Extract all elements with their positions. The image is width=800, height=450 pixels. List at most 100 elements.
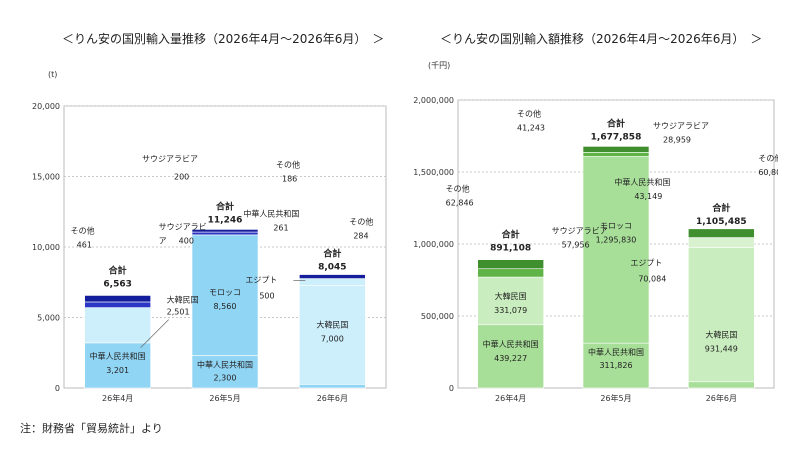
total-label: 合計 <box>502 229 520 241</box>
bar-segment <box>191 229 259 233</box>
series-label: 中華人民共和国 <box>243 209 299 219</box>
source-note: 注：財務省「貿易統計」より <box>20 422 163 435</box>
series-label: 中華人民共和国 <box>90 351 146 361</box>
y-tick-label: 10,000 <box>32 243 60 252</box>
y-tick-label: 500,000 <box>421 312 454 321</box>
total-value: 6,563 <box>103 279 131 289</box>
y-tick-label: 20,000 <box>32 102 60 111</box>
series-label: ア <box>159 236 167 245</box>
data-label: 284 <box>353 232 368 241</box>
data-label: 931,449 <box>705 345 738 354</box>
data-label: 7,000 <box>321 335 344 344</box>
bar-segment <box>84 301 151 308</box>
series-label: サウジアラビ <box>159 222 207 231</box>
bar-segment <box>477 324 544 389</box>
series-label: その他 <box>349 217 373 227</box>
total-value: 11,246 <box>208 215 243 225</box>
y-tick-label: 0 <box>55 384 60 393</box>
data-label: 1,295,830 <box>596 235 637 244</box>
left-unit-label: (t) <box>48 70 58 79</box>
data-label: 3,201 <box>106 366 129 375</box>
series-label: 大韓民国 <box>167 295 199 305</box>
data-label: 400 <box>179 236 194 245</box>
series-label: エジプト <box>245 276 277 285</box>
bar-segment <box>84 295 151 303</box>
right-chart: 0 500,000 1,000,000 1,500,000 2,000,000 26年4月… <box>408 82 778 412</box>
series-label: 中華人民共和国 <box>197 360 253 370</box>
bar-segment <box>299 384 366 389</box>
right-unit-label: (千円) <box>428 61 451 70</box>
bar-segment <box>688 247 755 383</box>
bar-segment <box>477 259 544 270</box>
series-label: その他 <box>276 159 300 169</box>
x-tick-label: 26年6月 <box>317 393 348 403</box>
left-chart-title: ＜りん安の国別輸入量推移（2026年4月～2026年6月） ＞ <box>62 32 385 46</box>
series-label: 大韓民国 <box>705 330 737 340</box>
data-label: 41,243 <box>517 123 545 132</box>
series-label: 中華人民共和国 <box>588 347 644 357</box>
data-label: 62,846 <box>446 199 474 208</box>
data-label: 261 <box>273 224 288 233</box>
total-value: 891,108 <box>490 244 531 254</box>
right-chart-title: ＜りん安の国別輸入額推移（2026年4月～2026年6月） ＞ <box>440 32 763 46</box>
data-label: 70,084 <box>638 275 666 284</box>
bar-segment <box>84 307 151 344</box>
series-label: その他 <box>758 153 778 163</box>
y-tick-label: 15,000 <box>32 173 60 182</box>
data-label: 500 <box>259 292 274 301</box>
data-label: 439,227 <box>494 354 527 363</box>
data-label: 311,826 <box>599 361 632 370</box>
bar-segment <box>191 231 259 236</box>
left-chart: 0 5,000 10,000 15,000 20,000 26年4月 26年5月 26年6月 中… <box>20 82 390 412</box>
bar-segment <box>84 342 151 389</box>
series-label: その他 <box>446 184 470 194</box>
series-label: モロッコ <box>600 221 632 230</box>
data-label: 8,560 <box>214 302 237 311</box>
x-tick-label: 26年5月 <box>209 393 240 403</box>
x-tick-label: 26年6月 <box>706 393 737 403</box>
bar-segment <box>582 156 650 344</box>
y-tick-label: 5,000 <box>37 314 60 323</box>
bar-segment <box>299 285 366 385</box>
left-chart-svg: 0 5,000 10,000 15,000 20,000 26年4月 26年5月 26年6月 中… <box>32 102 387 403</box>
series-label: サウジアラビア <box>142 154 198 163</box>
series-label: 中華人民共和国 <box>614 177 670 187</box>
y-tick-label: 2,000,000 <box>413 96 454 105</box>
bar-segment <box>582 146 650 153</box>
series-label: エジプト <box>630 259 662 268</box>
total-label: 合計 <box>323 248 341 260</box>
series-label: モロッコ <box>209 288 241 297</box>
data-label: 2,300 <box>214 374 237 383</box>
data-label: 28,959 <box>663 135 691 144</box>
bar-segment <box>299 278 366 286</box>
bar-segment <box>477 276 544 326</box>
x-tick-label: 26年4月 <box>102 393 133 403</box>
bar-segment <box>191 234 259 356</box>
series-label: 中華人民共和国 <box>483 339 539 349</box>
series-label: その他 <box>71 225 95 235</box>
data-label: 331,079 <box>494 306 527 315</box>
series-label: 大韓民国 <box>495 291 527 301</box>
total-value: 1,677,858 <box>591 132 642 142</box>
total-label: 合計 <box>109 264 127 276</box>
total-value: 1,105,485 <box>696 217 747 227</box>
data-label: 43,149 <box>634 192 662 201</box>
leader-line <box>140 319 169 348</box>
data-label: 200 <box>174 172 189 181</box>
data-label: 60,803 <box>758 168 778 177</box>
bar-segment <box>688 228 755 238</box>
right-chart-svg: 0 500,000 1,000,000 1,500,000 2,000,000 26年4月… <box>413 96 778 403</box>
data-label: 2,501 <box>167 308 190 317</box>
bar-segment <box>299 274 366 279</box>
series-label: サウジアラビア <box>552 227 608 236</box>
series-label: 大韓民国 <box>316 320 348 330</box>
data-label: 186 <box>282 174 297 183</box>
y-tick-label: 1,500,000 <box>413 168 454 177</box>
x-tick-label: 26年4月 <box>495 393 526 403</box>
y-tick-label: 1,000,000 <box>413 240 454 249</box>
bar-segment <box>582 152 650 157</box>
data-label: 57,956 <box>562 241 590 250</box>
series-label: サウジアラビア <box>653 121 709 130</box>
x-tick-label: 26年5月 <box>600 393 631 403</box>
total-label: 合計 <box>216 200 234 212</box>
